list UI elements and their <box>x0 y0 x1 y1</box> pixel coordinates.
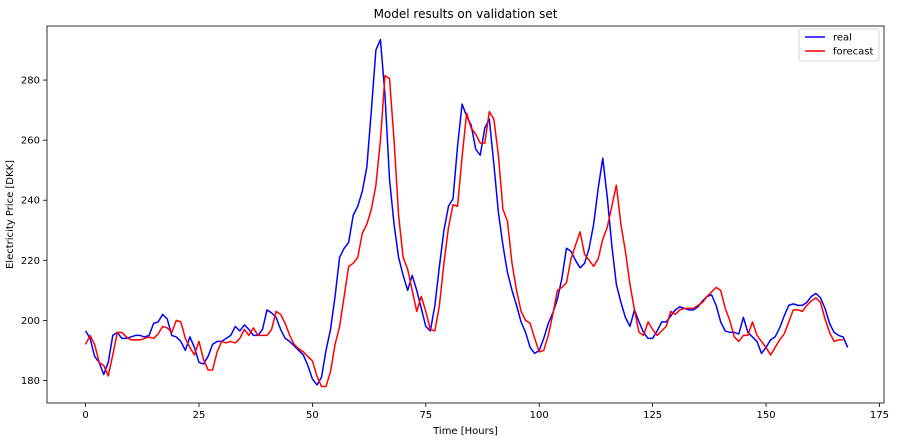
y-tick-label: 180 <box>21 376 40 387</box>
y-tick-label: 240 <box>21 196 40 207</box>
x-tick-label: 150 <box>757 410 776 421</box>
series-line-forecast <box>84 74 844 388</box>
y-tick-label: 280 <box>21 76 40 87</box>
legend: real forecast <box>798 28 880 62</box>
x-tick-label: 50 <box>306 410 319 421</box>
x-tick-label: 0 <box>82 410 88 421</box>
y-tick-label: 260 <box>21 136 40 147</box>
legend-label-real: real <box>833 33 852 44</box>
series-layer <box>84 38 849 388</box>
y-tick-label: 220 <box>21 256 40 267</box>
plot-area <box>46 25 885 404</box>
y-axis-ticks: 180 200 220 240 260 280 <box>21 76 47 387</box>
x-axis-label: Time [Hours] <box>432 426 498 437</box>
chart-title: Model results on validation set <box>374 7 558 21</box>
x-axis-ticks: 0 25 50 75 100 125 150 175 <box>82 403 889 421</box>
x-tick-label: 175 <box>870 410 889 421</box>
legend-label-forecast: forecast <box>833 47 874 58</box>
x-tick-label: 25 <box>193 410 206 421</box>
x-tick-label: 75 <box>419 410 432 421</box>
y-tick-label: 200 <box>21 316 40 327</box>
x-tick-label: 100 <box>530 410 549 421</box>
y-axis-label: Electricity Price [DKK] <box>5 160 16 269</box>
x-tick-label: 125 <box>643 410 662 421</box>
